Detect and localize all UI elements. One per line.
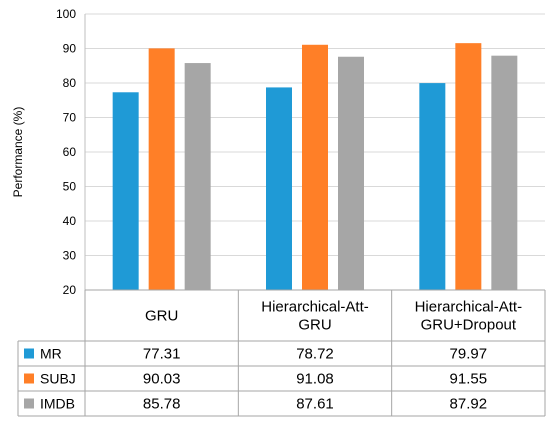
y-tick-label: 30 xyxy=(63,249,77,263)
legend-label-imdb: IMDB xyxy=(40,396,75,412)
bar-subj-1 xyxy=(302,44,328,290)
legend-label-subj: SUBJ xyxy=(40,371,76,387)
y-tick-label: 80 xyxy=(63,76,77,90)
y-tick-label: 100 xyxy=(56,7,76,21)
legend-swatch-subj xyxy=(24,373,34,384)
table-cell-value: 77.31 xyxy=(143,346,181,363)
legend-swatch-mr xyxy=(24,348,34,359)
bar-mr-2 xyxy=(419,83,446,290)
bar-subj-2 xyxy=(455,43,482,291)
bar-imdb-2 xyxy=(491,55,518,291)
bar-mr-1 xyxy=(266,87,292,290)
y-tick-label: 50 xyxy=(63,180,77,194)
category-label: GRU+Dropout xyxy=(421,317,517,334)
data-table: GRUHierarchical-Att-GRUHierarchical-Att-… xyxy=(17,289,546,417)
table-cell-value: 78.72 xyxy=(296,346,334,363)
bar-subj-0 xyxy=(148,48,175,290)
table-cell-value: 91.55 xyxy=(450,371,488,388)
y-tick-labels: 20 30 40 50 60 70 80 90 100 xyxy=(56,7,76,297)
category-label: GRU xyxy=(145,308,178,325)
y-tick-label: 40 xyxy=(63,214,77,228)
table-cell-value: 87.61 xyxy=(296,396,334,413)
legend-swatch-imdb xyxy=(24,398,34,409)
bar-imdb-0 xyxy=(184,63,211,291)
category-label: Hierarchical-Att- xyxy=(261,299,369,316)
y-tick-label: 20 xyxy=(63,283,77,297)
bar-mr-0 xyxy=(112,92,139,290)
category-label: Hierarchical-Att- xyxy=(415,299,523,316)
table-cell-value: 87.92 xyxy=(450,396,488,413)
table-cell-value: 79.97 xyxy=(450,346,488,363)
table-cell-value: 90.03 xyxy=(143,371,181,388)
table-cell-value: 91.08 xyxy=(296,371,334,388)
y-tick-label: 60 xyxy=(63,145,77,159)
y-axis-label: Performance (%) xyxy=(11,107,25,198)
table-cell-value: 85.78 xyxy=(143,396,181,413)
bar-imdb-1 xyxy=(338,56,364,290)
y-tick-label: 90 xyxy=(63,42,77,56)
legend-label-mr: MR xyxy=(40,346,62,362)
category-label: GRU xyxy=(298,317,331,334)
y-tick-label: 70 xyxy=(63,111,77,125)
bars xyxy=(112,43,518,291)
